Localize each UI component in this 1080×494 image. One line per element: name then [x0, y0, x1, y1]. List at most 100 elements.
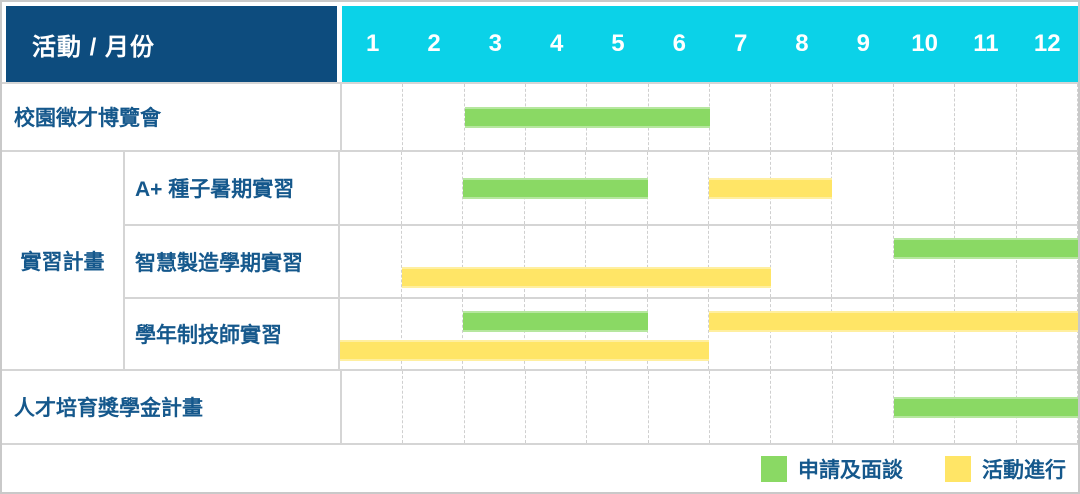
month-grid-cell [402, 152, 463, 225]
month-grid-cell [1017, 226, 1078, 297]
month-grid-cell [648, 298, 709, 370]
month-grid-cell [710, 84, 772, 150]
month-grid-cell [463, 298, 525, 370]
month-grid-cell [955, 298, 1017, 370]
activity-subrow: 學年制技師實習 [125, 296, 1078, 370]
legend-swatch-apply-interview [761, 455, 787, 482]
month-header-cell: 7 [733, 30, 748, 57]
legend-item-apply-interview: 申請及面談 [761, 454, 903, 484]
month-grid-cell [649, 371, 710, 443]
subrow-label: 學年制技師實習 [135, 323, 282, 347]
month-grid-cell [342, 84, 404, 150]
bar-activity [401, 267, 771, 289]
legend-label: 活動進行 [982, 458, 1066, 482]
subrow-label: A+ 種子暑期實習 [135, 178, 295, 202]
month-grid-cell [771, 298, 832, 370]
row-timeline [338, 226, 1078, 297]
month-grid-cell [771, 226, 832, 297]
activity-row: 人才培育獎學金計畫 [2, 369, 1078, 443]
month-header-cell: 11 [973, 30, 999, 57]
bar-activity [709, 310, 1078, 332]
month-grid-cell [526, 371, 588, 443]
row-label: 人才培育獎學金計畫 [14, 397, 203, 420]
row-timeline [338, 298, 1078, 370]
bar-apply-interview [893, 238, 1078, 260]
month-grid-cell [648, 152, 709, 225]
month-grid-cell [340, 226, 402, 297]
month-grid-cell [833, 371, 894, 443]
legend-swatch-activity [945, 455, 971, 482]
month-header-cell: 1 [365, 30, 380, 57]
month-grid-cell [340, 298, 402, 370]
month-grid-cell [525, 226, 586, 297]
activity-subrow: 智慧製造學期實習 [125, 224, 1078, 297]
corner-header: 活動 / 月份 [6, 6, 337, 82]
group-label: 實習計畫 [2, 152, 125, 369]
month-header-cell: 10 [911, 30, 938, 57]
month-grid-cell [709, 298, 771, 370]
month-grid-cell [586, 298, 648, 370]
month-grid-cell [586, 226, 648, 297]
month-grid-cell [1017, 152, 1078, 225]
legend: 申請及面談 活動進行 [2, 443, 1078, 492]
month-grid-cell [710, 371, 772, 443]
month-grid-cell [832, 152, 894, 225]
month-grid-cell [402, 226, 463, 297]
month-grid-cell [403, 84, 465, 150]
month-grid-cell [525, 298, 586, 370]
legend-label: 申請及面談 [798, 458, 903, 482]
month-grid-cell [832, 226, 894, 297]
month-header-cell: 8 [795, 30, 809, 57]
month-grid-cell [402, 298, 463, 370]
month-header-cell: 6 [672, 30, 686, 57]
month-grid-cell [771, 371, 833, 443]
month-grid-cell [832, 298, 894, 370]
bar-apply-interview [894, 397, 1078, 418]
bar-apply-interview [463, 310, 648, 332]
month-grid-cell [894, 152, 955, 225]
month-grid-cell [894, 84, 956, 150]
month-grid-cell [403, 371, 465, 443]
bar-activity [709, 178, 832, 200]
month-grid-cell [1017, 298, 1078, 370]
month-grid-cell [1017, 84, 1078, 150]
month-grid-cell [648, 226, 709, 297]
row-timeline [340, 371, 1078, 443]
row-label: 校園徵才博覽會 [14, 107, 161, 130]
month-header-cell: 9 [856, 30, 870, 57]
month-grid-cell [342, 371, 404, 443]
subrow-label: 智慧製造學期實習 [135, 251, 303, 275]
month-grid-cell [955, 152, 1017, 225]
month-grid-cell [833, 84, 894, 150]
legend-item-activity: 活動進行 [945, 454, 1066, 484]
month-grid-cell [894, 226, 955, 297]
month-grid-cell [465, 371, 526, 443]
chart-header: 活動 / 月份 1 2 3 4 5 6 7 8 9 10 11 12 [2, 2, 1078, 82]
activity-row: 校園徵才博覽會 [2, 82, 1078, 150]
month-grid-cell [587, 371, 649, 443]
month-grid-cell [709, 226, 771, 297]
activity-subrow: A+ 種子暑期實習 [125, 152, 1078, 225]
month-grid-cell [955, 84, 1017, 150]
row-timeline [338, 152, 1078, 225]
bar-apply-interview [464, 107, 710, 128]
month-grid-cell [340, 152, 402, 225]
month-grid-cell [955, 226, 1017, 297]
gantt-body: 校園徵才博覽會 實習計畫 A+ 種子暑期實習 智慧製造學期實習 學年制技師實習 人才培育獎… [2, 82, 1078, 443]
activity-group-section: 實習計畫 A+ 種子暑期實習 智慧製造學期實習 學年制技師實習 [2, 150, 1078, 370]
month-header-cell: 2 [427, 30, 441, 57]
month-header-cell: 12 [1033, 30, 1061, 57]
month-grid-cell [463, 226, 525, 297]
month-header-row: 1 2 3 4 5 6 7 8 9 10 11 12 [342, 6, 1078, 82]
header-divider [337, 6, 342, 82]
row-timeline [340, 84, 1078, 150]
bar-activity [340, 339, 709, 361]
bar-apply-interview [463, 178, 648, 200]
month-header-cell: 4 [549, 30, 564, 57]
month-grid-cell [894, 298, 955, 370]
month-grid-cell [771, 84, 833, 150]
group-subrows: A+ 種子暑期實習 智慧製造學期實習 學年制技師實習 [125, 152, 1078, 370]
month-header-cell: 3 [488, 30, 502, 57]
month-header-cell: 5 [611, 30, 625, 57]
